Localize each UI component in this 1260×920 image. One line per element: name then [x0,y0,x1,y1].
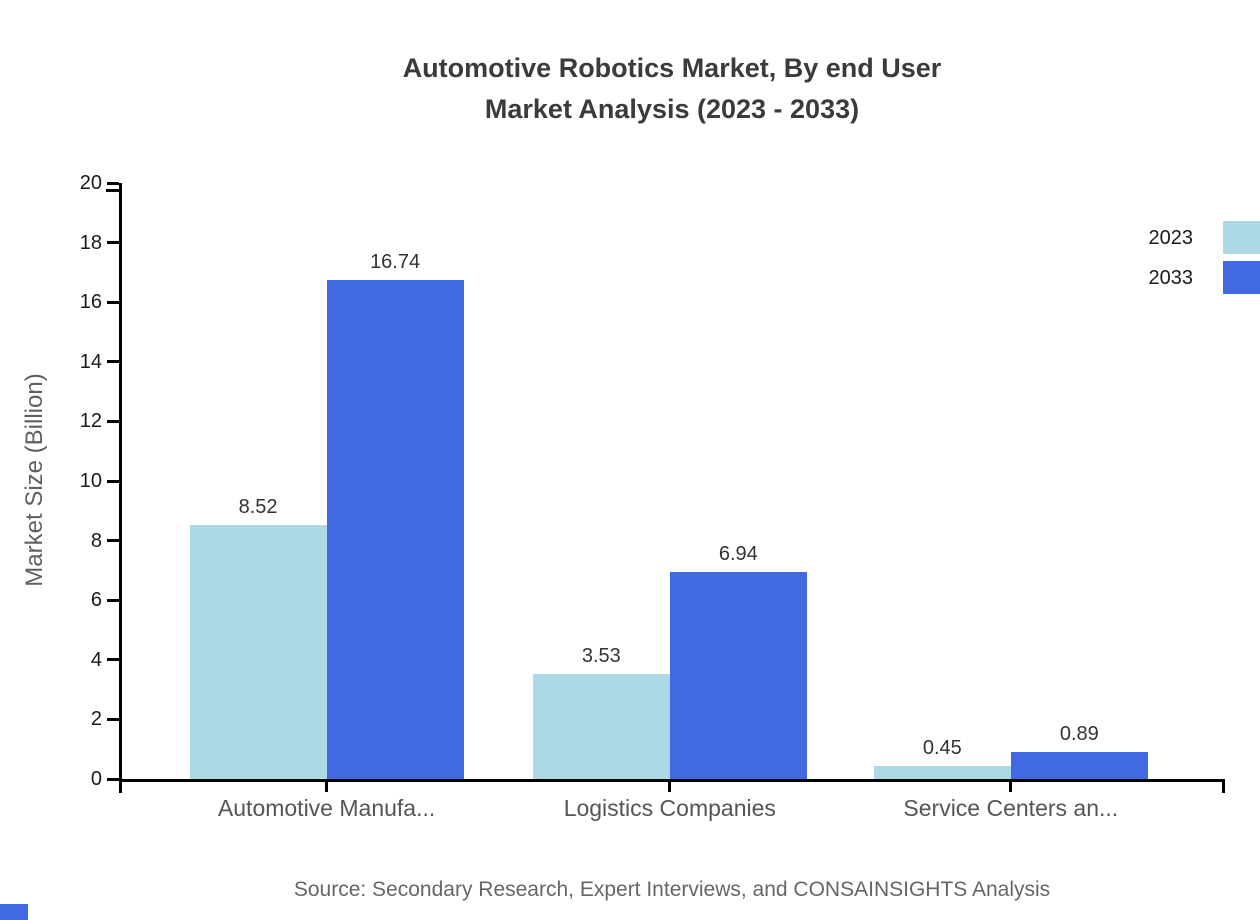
legend-item-2023[interactable]: 2023 [1148,227,1194,249]
bar-2023-1[interactable] [189,525,327,779]
y-tick-label: 2 [90,708,102,731]
y-tick-mark [107,777,119,781]
y-tick-mark [107,539,119,543]
y-tick-label: 10 [79,470,102,492]
x-axis-line [119,779,1225,782]
y-tick-mark [107,658,119,662]
bar-value-label: 0.45 [922,736,962,759]
y-tick-label: 4 [90,648,102,671]
y-tick-mark [107,598,119,602]
y-tick-mark [107,717,119,721]
y-tick-label: 20 [79,172,102,194]
bar-value-label: 8.52 [238,496,278,519]
x-axis-endcap [1222,779,1225,793]
y-axis-title: Market Size (Billion) [21,373,48,587]
y-tick-mark [107,241,119,245]
bar-value-label: 6.94 [718,543,758,566]
x-category-label: Logistics Companies [563,795,776,821]
x-tick-mark [325,782,329,792]
y-tick-label: 6 [90,589,102,612]
x-tick-mark [1009,782,1013,792]
bar-2023-3[interactable] [873,765,1011,779]
chart-title-line1: Automotive Robotics Market, By end User [402,53,942,83]
y-tick-label: 14 [79,350,102,373]
y-tick-mark [107,419,119,423]
y-axis-line [119,183,122,793]
y-tick-label: 0 [90,768,102,790]
plot-area: 0 2 4 6 8 10 12 14 16 18 20 Automotive Manufa... 8.5… [80,172,1225,821]
bar-value-label: 0.89 [1059,723,1099,746]
bar-value-label: 16.74 [370,251,421,274]
bar-2023-2[interactable] [532,673,670,779]
bar-value-label: 3.53 [581,644,621,667]
y-tick-label: 8 [90,529,102,552]
y-tick-mark [107,479,119,483]
bar-2033-1[interactable] [326,280,464,779]
bar-2033-2[interactable] [669,572,807,779]
y-tick-label: 12 [79,410,102,433]
legend-swatch-2023[interactable] [1223,221,1260,254]
bar-2033-3[interactable] [1010,752,1148,779]
x-category-label: Automotive Manufa... [217,795,436,821]
brand-corner-mark [0,904,28,920]
legend-item-2033[interactable]: 2033 [1148,267,1194,289]
y-tick-mark [107,360,119,364]
source-caption: Source: Secondary Research, Expert Inter… [293,878,1051,901]
legend-swatch-2033[interactable] [1223,261,1260,294]
y-tick-mark [107,300,119,304]
y-tick-label: 16 [79,291,102,314]
chart-title-line2: Market Analysis (2023 - 2033) [484,94,860,124]
y-tick-mark [107,181,119,185]
y-axis-topcap [106,189,119,192]
chart-title: Automotive Robotics Market, By end User … [122,48,1222,130]
x-tick-mark [668,782,672,792]
x-category-label: Service Centers an... [903,795,1119,821]
y-tick-label: 18 [79,231,102,254]
